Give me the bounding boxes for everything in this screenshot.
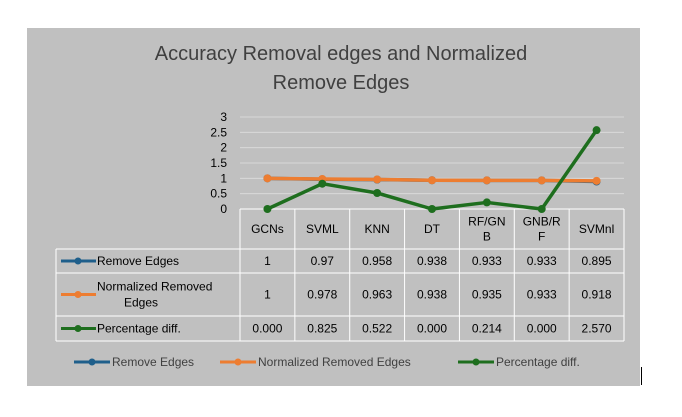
- category-label: RF/GN: [468, 215, 505, 229]
- table-cell: 1: [264, 288, 271, 302]
- y-tick-label: 2.5: [210, 125, 227, 139]
- series-line: [266, 129, 599, 211]
- legend-entry: Normalized Removed Edges: [258, 355, 411, 369]
- table-cell: 0.933: [527, 288, 557, 302]
- table-cell: 0.933: [472, 254, 502, 268]
- series-name: Percentage diff.: [97, 322, 181, 336]
- category-label: GCNs: [251, 222, 284, 236]
- y-tick-label: 3: [220, 110, 227, 124]
- data-point: [482, 198, 491, 207]
- series-name: Edges: [124, 296, 158, 310]
- category-label: B: [483, 230, 491, 244]
- chart-title: Accuracy Removal edges and Normalized: [155, 43, 527, 65]
- legend-entry: Percentage diff.: [496, 355, 580, 369]
- category-label: GNB/R: [523, 215, 561, 229]
- table-cell: 0.97: [311, 254, 335, 268]
- series-name: Remove Edges: [97, 254, 179, 268]
- data-point: [537, 176, 546, 185]
- chart-title: Remove Edges: [273, 72, 410, 94]
- data-point: [263, 205, 272, 213]
- series-key-marker: [74, 325, 82, 332]
- data-point: [482, 176, 491, 185]
- legend-entry: Remove Edges: [112, 355, 194, 369]
- category-label: KNN: [364, 222, 389, 236]
- data-point: [428, 205, 436, 213]
- category-label: F: [538, 230, 545, 244]
- table-cell: 0.918: [582, 288, 612, 302]
- legend-key-marker: [234, 358, 242, 366]
- table-cell: 0.522: [362, 322, 392, 336]
- table-cell: 0.214: [472, 322, 502, 336]
- legend-key-marker: [472, 358, 480, 366]
- data-point: [373, 175, 382, 184]
- table-cell: 0.978: [307, 288, 337, 302]
- data-point: [592, 126, 601, 135]
- frame-edge-mark: [641, 367, 642, 385]
- table-cell: 0.935: [472, 288, 502, 302]
- data-point: [537, 205, 546, 213]
- table-cell: 0.938: [417, 254, 447, 268]
- table-cell: 0.938: [417, 288, 447, 302]
- table-cell: 0.963: [362, 288, 392, 302]
- category-label: SVML: [306, 222, 339, 236]
- table-cell: 2.570: [582, 322, 612, 336]
- table-cell: 0.958: [362, 254, 392, 268]
- table-cell: 0.000: [417, 322, 447, 336]
- series-name: Normalized Removed: [97, 280, 212, 294]
- y-tick-label: 1.5: [210, 156, 227, 170]
- table-cell: 0.000: [252, 322, 282, 336]
- y-tick-label: 1: [220, 171, 227, 185]
- data-point: [263, 174, 272, 183]
- table-cell: 0.933: [527, 254, 557, 268]
- category-label: DT: [424, 222, 441, 236]
- series-key-marker: [74, 291, 82, 298]
- data-point: [318, 179, 327, 188]
- y-tick-label: 2: [220, 141, 227, 155]
- category-label: SVMnl: [579, 222, 614, 236]
- data-point: [373, 188, 382, 197]
- data-point: [428, 176, 436, 185]
- y-tick-label: 0: [220, 202, 227, 216]
- legend-key-marker: [88, 358, 96, 366]
- table-cell: 1: [264, 254, 271, 268]
- series-key-marker: [74, 257, 82, 265]
- y-tick-label: 0.5: [210, 187, 227, 201]
- data-point: [592, 176, 601, 185]
- table-cell: 0.825: [307, 322, 337, 336]
- table-cell: 0.000: [527, 322, 557, 336]
- table-cell: 0.895: [582, 254, 612, 268]
